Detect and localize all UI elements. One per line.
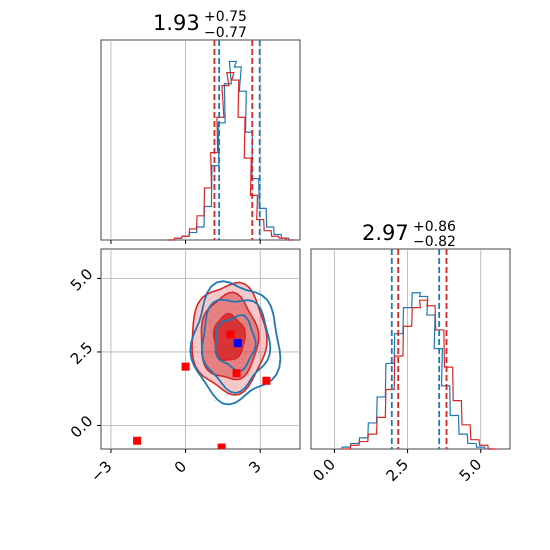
title-plus: +0.75 <box>204 9 247 25</box>
bl-scatter-point <box>195 346 197 349</box>
bl-scatter-point <box>211 350 214 353</box>
panel-top-left-quantiles <box>213 40 261 240</box>
bl-scatter-point <box>247 340 250 343</box>
bl-blue-contour-2 <box>189 280 282 406</box>
bl-red-marker <box>226 330 235 339</box>
panel-bottom-right-series <box>341 292 497 450</box>
bl-scatter-point <box>209 383 211 386</box>
br-tick-label: 0.0 <box>309 455 339 485</box>
bl-scatter-point <box>234 386 237 389</box>
bl-scatter-point <box>214 315 216 317</box>
bl-scatter-point <box>251 289 254 291</box>
br-series-1 <box>342 299 497 450</box>
panel-bottom-right-grid <box>334 249 482 449</box>
bl-scatter-point <box>210 329 213 331</box>
bl-scatter-point <box>240 366 242 369</box>
bl-scatter-point <box>244 318 247 321</box>
panel-bottom-right-title: 2.97 +0.86 −0.82 <box>362 219 456 250</box>
bl-scatter-point <box>197 362 200 365</box>
bl-scatter-point <box>244 354 247 356</box>
bl-blue-marker <box>233 339 242 348</box>
panel-top-left-frame <box>100 39 301 241</box>
bl-scatter-point <box>210 332 213 335</box>
bl-scatter-point <box>210 342 213 345</box>
panel-bottom-left: −3 0 3 0.0 2.5 5.0 <box>67 248 301 486</box>
bl-scatter-point <box>214 399 217 402</box>
bl-scatter-point <box>244 308 247 311</box>
bl-red-marker <box>217 443 226 449</box>
bl-ytick-label: 5.0 <box>67 265 97 295</box>
panel-bottom-right-quantiles <box>390 249 448 449</box>
tl-series-0 <box>167 60 297 241</box>
title-minus: −0.77 <box>204 25 247 41</box>
bl-red-marker <box>133 436 142 445</box>
panel-top-left-title: 1.93 +0.75 −0.77 <box>153 9 247 41</box>
bl-scatter-point <box>229 370 232 372</box>
title-value: 2.97 <box>362 221 409 245</box>
bl-scatter-point <box>247 373 250 376</box>
bl-scatter-point <box>258 290 261 292</box>
bl-xtick-label: 3 <box>245 457 264 476</box>
bl-scatter-point <box>243 322 246 325</box>
panel-bottom-right: 0.0 2.5 5.0 2.97 +0.86 −0.82 <box>309 219 511 485</box>
bl-blue-contour-0 <box>214 314 257 373</box>
bl-scatter-point <box>234 360 237 363</box>
bl-scatter-point <box>226 373 229 376</box>
bl-red-marker <box>181 362 190 371</box>
bl-scatter-point <box>238 361 241 364</box>
bl-scatter-point <box>241 358 244 360</box>
bl-scatter-point <box>223 371 226 374</box>
bl-scatter-point <box>235 306 238 309</box>
bl-xtick-label: −3 <box>87 457 115 485</box>
bl-ytick-label: 2.5 <box>67 339 97 369</box>
tl-series-1 <box>167 72 294 241</box>
panel-bottom-left-frame <box>100 248 301 450</box>
title-value: 1.93 <box>153 11 200 35</box>
bl-scatter-point <box>241 360 244 363</box>
panel-bottom-left-grid <box>101 249 300 449</box>
title-minus: −0.82 <box>413 234 456 250</box>
panel-top-left-ticks <box>110 240 261 244</box>
panel-top-left: 1.93 +0.75 −0.77 <box>100 9 301 244</box>
panel-bottom-left-markers <box>133 330 271 449</box>
panel-bottom-right-frame <box>310 248 511 450</box>
title-plus: +0.86 <box>413 219 456 235</box>
panel-top-left-series <box>167 60 297 241</box>
br-tick-label: 5.0 <box>456 455 486 485</box>
bl-scatter-point <box>232 307 235 310</box>
bl-scatter-point <box>243 313 246 315</box>
bl-scatter-point <box>250 310 253 313</box>
bl-scatter-point <box>262 347 264 350</box>
bl-scatter-point <box>217 382 220 385</box>
bl-red-marker <box>232 369 241 378</box>
bl-scatter-point <box>226 393 229 396</box>
bl-scatter-point <box>211 367 214 369</box>
bl-xtick-label: 0 <box>171 457 190 476</box>
bl-scatter-point <box>216 311 219 314</box>
bl-ytick-label: 0.0 <box>67 412 97 442</box>
panel-bottom-right-ticks: 0.0 2.5 5.0 <box>309 449 485 485</box>
br-tick-label: 2.5 <box>383 455 413 485</box>
bl-scatter-point <box>246 338 249 341</box>
bl-blue-contour-1 <box>200 298 272 394</box>
bl-scatter-point <box>209 320 212 323</box>
bl-red-marker <box>262 376 271 385</box>
